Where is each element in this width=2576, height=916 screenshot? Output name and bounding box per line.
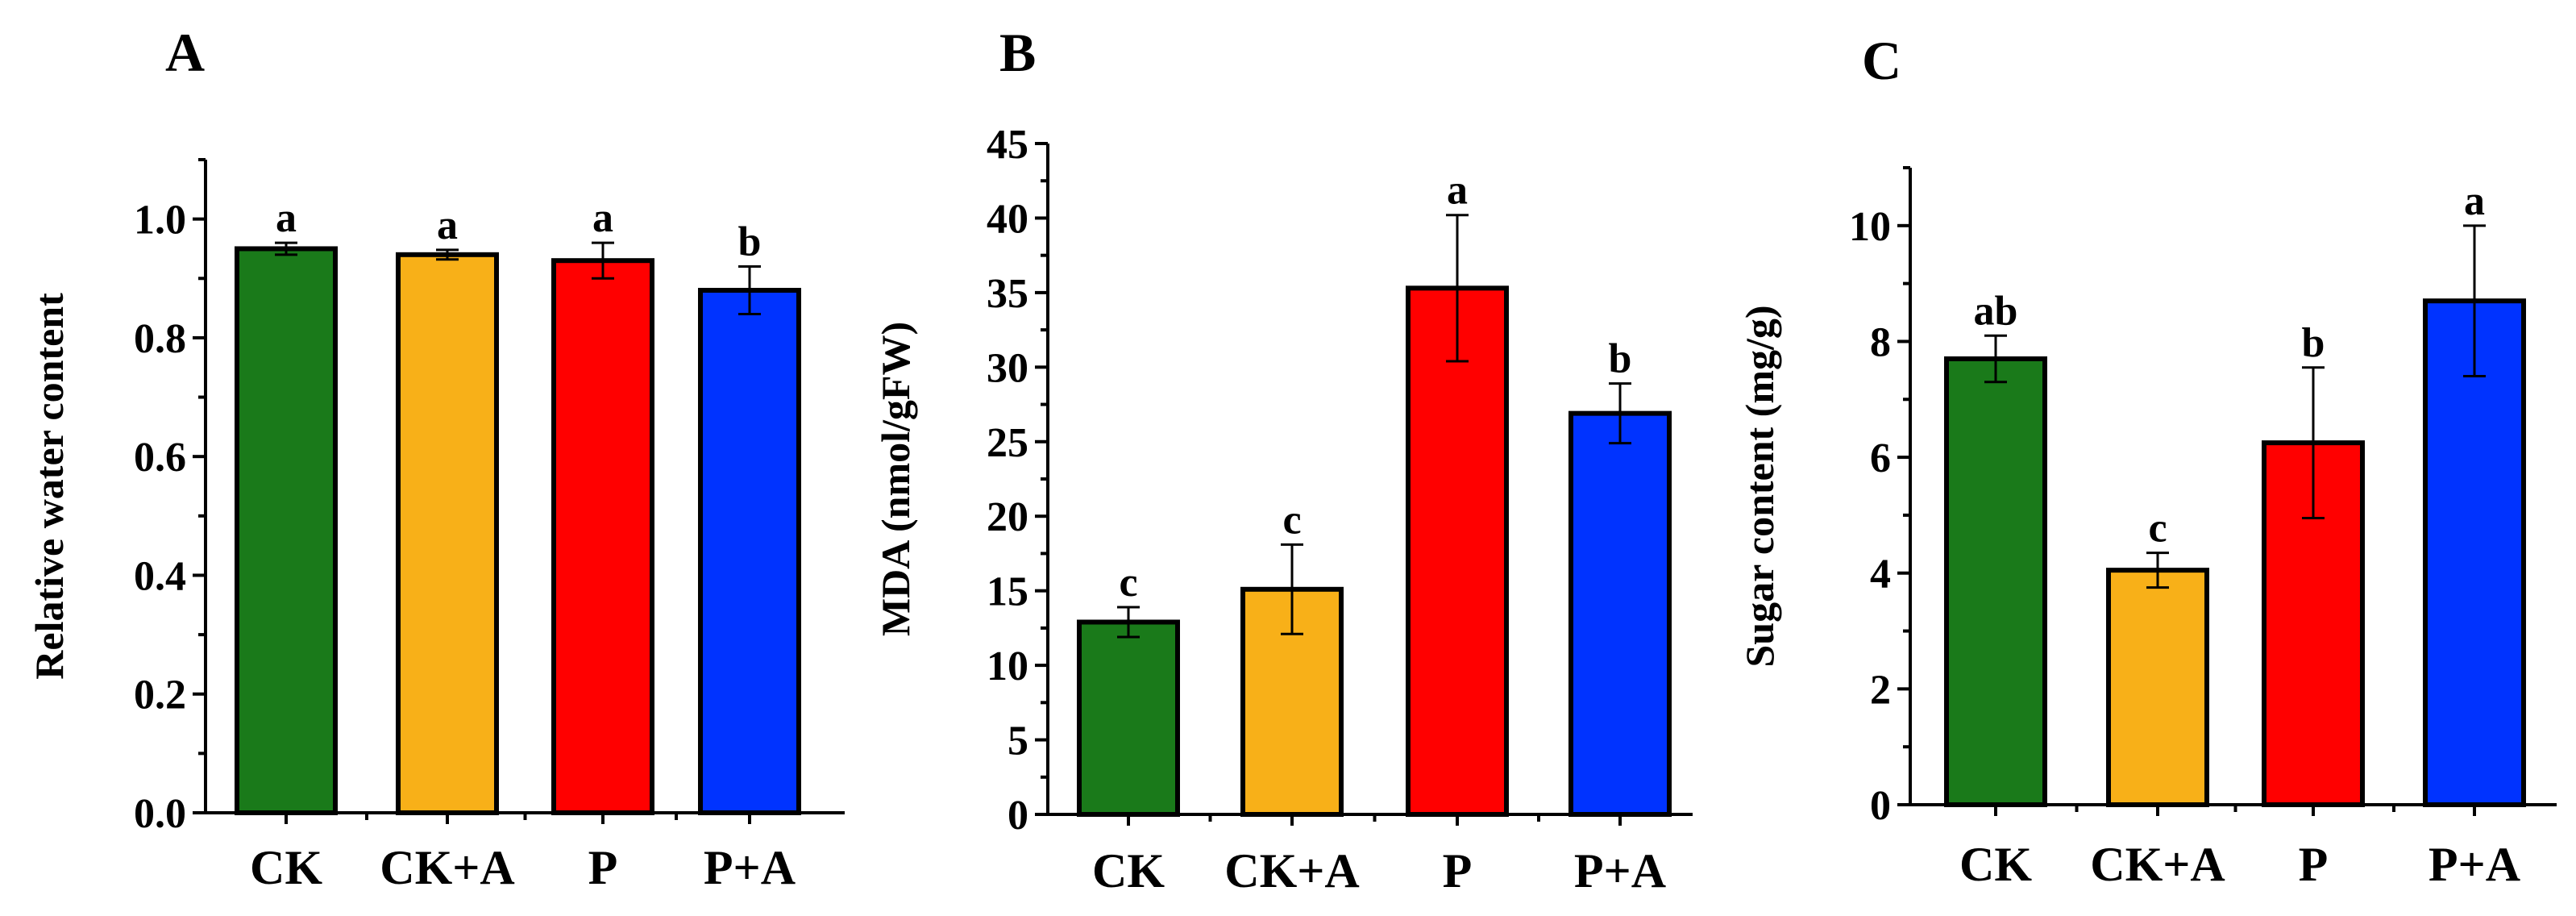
y-axis-title: Relative water content xyxy=(27,293,72,680)
bar-p xyxy=(551,258,654,815)
x-category-label: CK+A xyxy=(380,841,515,894)
y-tick-label: 25 xyxy=(987,420,1028,466)
y-tick-label: 0 xyxy=(1008,793,1028,839)
bar-p-plus-a xyxy=(1568,410,1672,817)
significance-letter: a xyxy=(2464,178,2485,224)
x-category-label: P+A xyxy=(1574,844,1666,897)
bar-ck-plus-a xyxy=(396,252,499,815)
bar-ck-plus-a xyxy=(2106,568,2209,807)
y-tick-label: 4 xyxy=(1870,552,1891,597)
bar-ck xyxy=(1944,356,2047,807)
bar-ck xyxy=(235,246,338,816)
x-category-label: CK xyxy=(250,841,322,894)
panel-letter: A xyxy=(165,22,205,83)
x-category-label: CK+A xyxy=(1224,844,1360,897)
y-tick-label: 0.4 xyxy=(134,553,186,599)
y-tick-label: 20 xyxy=(987,494,1028,540)
panel-letter: C xyxy=(1862,30,1901,91)
panel-b: B 0 5 10 15 20 25 30 35 40 45 MDA (nmol/gFW) c CK c CK+… xyxy=(873,22,1693,897)
significance-letter: c xyxy=(1282,497,1301,543)
y-tick-label: 5 xyxy=(1008,718,1028,764)
significance-letter: b xyxy=(2302,320,2325,366)
significance-letter: ab xyxy=(1974,288,2018,334)
x-category-label: P+A xyxy=(704,841,796,894)
y-tick-label: 0 xyxy=(1870,783,1891,829)
x-category-label: P xyxy=(588,841,618,894)
y-tick-label: 10 xyxy=(1849,204,1891,250)
x-category-label: P+A xyxy=(2429,838,2520,891)
significance-letter: b xyxy=(1609,336,1632,382)
significance-letter: a xyxy=(1447,168,1468,214)
panel-a: A 0.0 0.2 0.4 0.6 0.8 1.0 Relative water conten… xyxy=(27,22,845,894)
significance-letter: c xyxy=(2148,506,2167,552)
significance-letter: c xyxy=(1119,560,1137,606)
y-tick-label: 30 xyxy=(987,345,1028,391)
bar-p-plus-a xyxy=(698,288,801,815)
y-tick-label: 0.0 xyxy=(134,791,186,837)
x-category-label: P xyxy=(2299,838,2329,891)
y-axis-title: Sugar content (mg/g) xyxy=(1737,305,1782,667)
y-tick-label: 10 xyxy=(987,643,1028,689)
y-tick-label: 8 xyxy=(1870,319,1891,365)
y-tick-label: 15 xyxy=(987,569,1028,615)
panel-c: C 0 2 4 6 8 10 Sugar content (mg/g) ab CK c CK+A b Pa… xyxy=(1737,30,2557,891)
significance-letter: a xyxy=(592,195,613,241)
y-tick-label: 0.8 xyxy=(134,316,186,362)
bar-ck xyxy=(1077,619,1180,818)
y-tick-label: 2 xyxy=(1870,667,1891,713)
x-category-label: CK+A xyxy=(2090,838,2225,891)
bar-p-plus-a xyxy=(2423,298,2526,807)
x-category-label: CK xyxy=(1959,838,2032,891)
y-tick-label: 0.6 xyxy=(134,435,186,481)
y-tick-label: 40 xyxy=(987,196,1028,242)
y-tick-label: 0.2 xyxy=(134,672,186,718)
y-tick-label: 45 xyxy=(987,122,1028,168)
x-category-label: CK xyxy=(1092,844,1165,897)
bar-p xyxy=(1406,285,1509,817)
y-tick-label: 35 xyxy=(987,271,1028,317)
x-category-label: P xyxy=(1443,844,1473,897)
y-tick-label: 6 xyxy=(1870,435,1891,481)
significance-letter: b xyxy=(738,219,762,265)
y-tick-label: 1.0 xyxy=(134,198,186,244)
panel-letter: B xyxy=(999,22,1036,83)
significance-letter: a xyxy=(437,202,458,248)
y-axis-title: MDA (nmol/gFW) xyxy=(873,322,918,636)
significance-letter: a xyxy=(276,195,297,241)
